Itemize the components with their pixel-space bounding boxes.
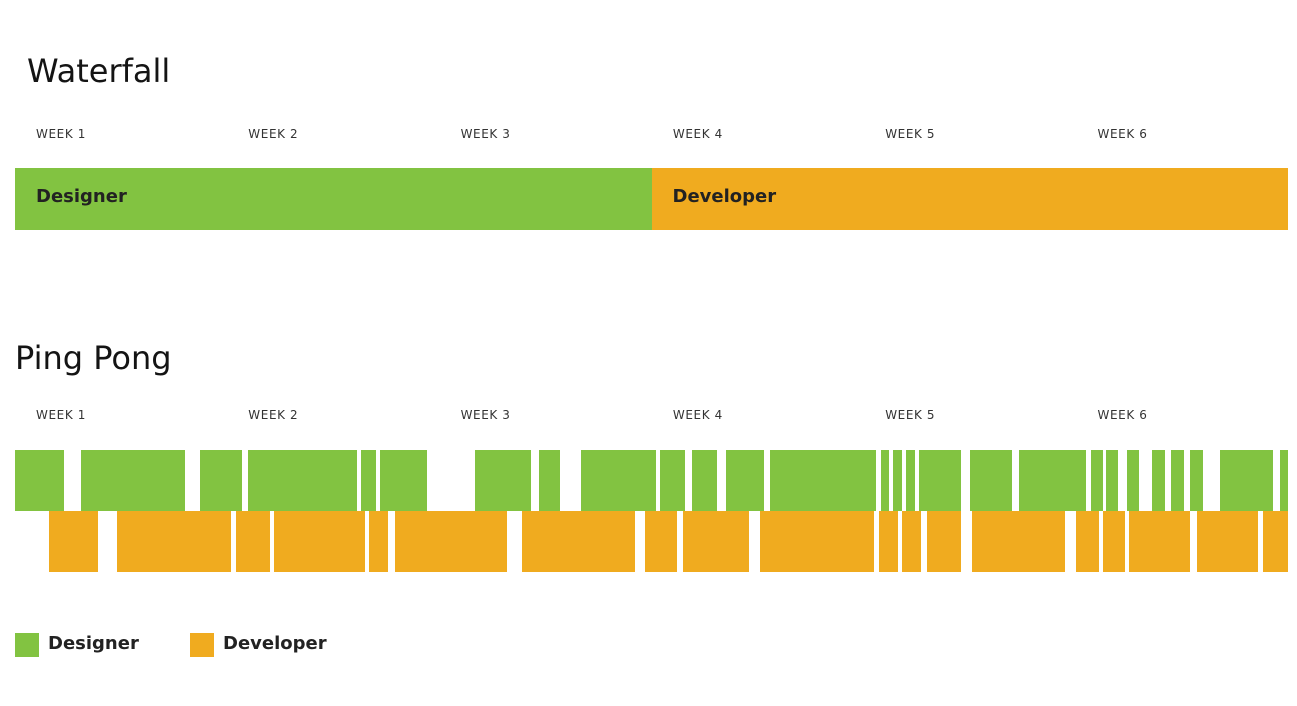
- pingpong-designer-block: [893, 450, 902, 511]
- pingpong-week-axis: WEEK 1 WEEK 2 WEEK 3 WEEK 4 WEEK 5 WEEK 6: [0, 408, 1297, 428]
- pingpong-title: Ping Pong: [15, 339, 172, 377]
- week-label-5: WEEK 5: [885, 408, 936, 422]
- pingpong-developer-block: [759, 511, 875, 572]
- week-label-2: WEEK 2: [248, 127, 299, 141]
- pingpong-designer-block: [15, 450, 64, 511]
- pingpong-developer-track: [0, 511, 1297, 572]
- pingpong-developer-block: [369, 511, 389, 572]
- pingpong-developer-block: [1075, 511, 1100, 572]
- week-label-3: WEEK 3: [460, 127, 511, 141]
- week-label-4: WEEK 4: [672, 408, 723, 422]
- pingpong-developer-block: [683, 511, 750, 572]
- pingpong-designer-block: [1090, 450, 1104, 511]
- waterfall-week-axis: WEEK 1 WEEK 2 WEEK 3 WEEK 4 WEEK 5 WEEK 6: [0, 127, 1297, 147]
- pingpong-designer-block: [969, 450, 1013, 511]
- pingpong-designer-block: [379, 450, 427, 511]
- week-label-3: WEEK 3: [460, 408, 511, 422]
- pingpong-developer-block: [273, 511, 366, 572]
- pingpong-developer-block: [645, 511, 677, 572]
- pingpong-designer-block: [1190, 450, 1204, 511]
- week-label-1: WEEK 1: [36, 127, 86, 141]
- waterfall-title: Waterfall: [27, 52, 171, 90]
- pingpong-developer-block: [1262, 511, 1288, 572]
- pingpong-designer-block: [1279, 450, 1288, 511]
- waterfall-bar-label-designer: Designer: [36, 186, 127, 207]
- pingpong-designer-block: [770, 450, 877, 511]
- pingpong-designer-block: [80, 450, 185, 511]
- waterfall-bar-developer: Developer: [651, 168, 1288, 230]
- pingpong-designer-block: [1152, 450, 1165, 511]
- week-label-6: WEEK 6: [1097, 127, 1148, 141]
- pingpong-developer-block: [116, 511, 232, 572]
- legend-label-developer: Developer: [223, 633, 327, 654]
- pingpong-developer-block: [901, 511, 921, 572]
- pingpong-designer-block: [880, 450, 890, 511]
- pingpong-developer-block: [522, 511, 635, 572]
- pingpong-designer-block: [1171, 450, 1185, 511]
- pingpong-designer-block: [199, 450, 242, 511]
- pingpong-designer-block: [475, 450, 531, 511]
- pingpong-designer-block: [1018, 450, 1087, 511]
- pingpong-developer-block: [1196, 511, 1259, 572]
- week-label-5: WEEK 5: [885, 127, 936, 141]
- pingpong-designer-block: [725, 450, 764, 511]
- pingpong-designer-block: [539, 450, 561, 511]
- legend-swatch-developer: [190, 633, 214, 657]
- pingpong-developer-block: [394, 511, 508, 572]
- week-label-4: WEEK 4: [672, 127, 723, 141]
- pingpong-developer-block: [235, 511, 270, 572]
- pingpong-designer-block: [360, 450, 376, 511]
- legend-label-designer: Designer: [48, 633, 139, 654]
- pingpong-developer-block: [48, 511, 98, 572]
- pingpong-designer-block: [1220, 450, 1274, 511]
- legend-swatch-designer: [15, 633, 39, 657]
- pingpong-designer-block: [248, 450, 357, 511]
- pingpong-designer-block: [906, 450, 915, 511]
- waterfall-bar-label-developer: Developer: [672, 186, 777, 207]
- week-label-6: WEEK 6: [1097, 408, 1148, 422]
- pingpong-designer-block: [1126, 450, 1140, 511]
- waterfall-timeline: Designer Developer: [0, 168, 1297, 230]
- week-label-1: WEEK 1: [36, 408, 86, 422]
- pingpong-designer-block: [1105, 450, 1119, 511]
- pingpong-developer-block: [927, 511, 962, 572]
- pingpong-designer-block: [659, 450, 686, 511]
- waterfall-bar-designer: Designer: [15, 168, 652, 230]
- pingpong-developer-block: [1128, 511, 1191, 572]
- pingpong-developer-block: [1103, 511, 1125, 572]
- pingpong-developer-block: [878, 511, 898, 572]
- pingpong-designer-block: [691, 450, 718, 511]
- pingpong-designer-block: [581, 450, 656, 511]
- pingpong-designer-track: [0, 450, 1297, 511]
- pingpong-developer-block: [971, 511, 1066, 572]
- pingpong-designer-block: [918, 450, 962, 511]
- week-label-2: WEEK 2: [248, 408, 299, 422]
